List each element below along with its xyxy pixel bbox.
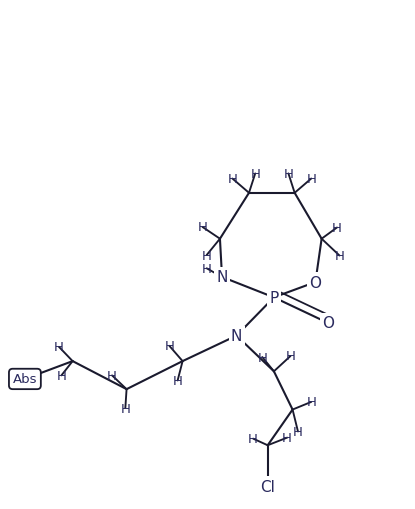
Text: H: H xyxy=(54,341,64,354)
Text: H: H xyxy=(282,431,292,444)
Text: H: H xyxy=(164,340,174,353)
Text: Abs: Abs xyxy=(12,373,37,386)
Text: P: P xyxy=(269,290,278,305)
Text: H: H xyxy=(283,167,293,181)
Text: H: H xyxy=(248,432,258,445)
Text: H: H xyxy=(107,369,117,382)
Text: H: H xyxy=(202,262,212,275)
Text: H: H xyxy=(250,167,260,181)
Text: H: H xyxy=(286,350,295,363)
Text: H: H xyxy=(56,369,66,382)
Text: H: H xyxy=(332,221,342,235)
Text: H: H xyxy=(202,249,212,262)
Text: N: N xyxy=(231,328,242,344)
Text: H: H xyxy=(293,425,303,438)
Text: Cl: Cl xyxy=(260,478,275,494)
Text: H: H xyxy=(120,402,130,415)
Text: H: H xyxy=(227,173,237,186)
Text: H: H xyxy=(334,249,344,263)
Text: H: H xyxy=(173,374,183,387)
Text: H: H xyxy=(198,221,208,234)
Text: N: N xyxy=(216,270,228,285)
Text: H: H xyxy=(257,351,267,364)
Text: O: O xyxy=(322,316,334,331)
Text: O: O xyxy=(310,275,321,290)
Text: H: H xyxy=(306,395,316,409)
Text: H: H xyxy=(306,173,316,186)
